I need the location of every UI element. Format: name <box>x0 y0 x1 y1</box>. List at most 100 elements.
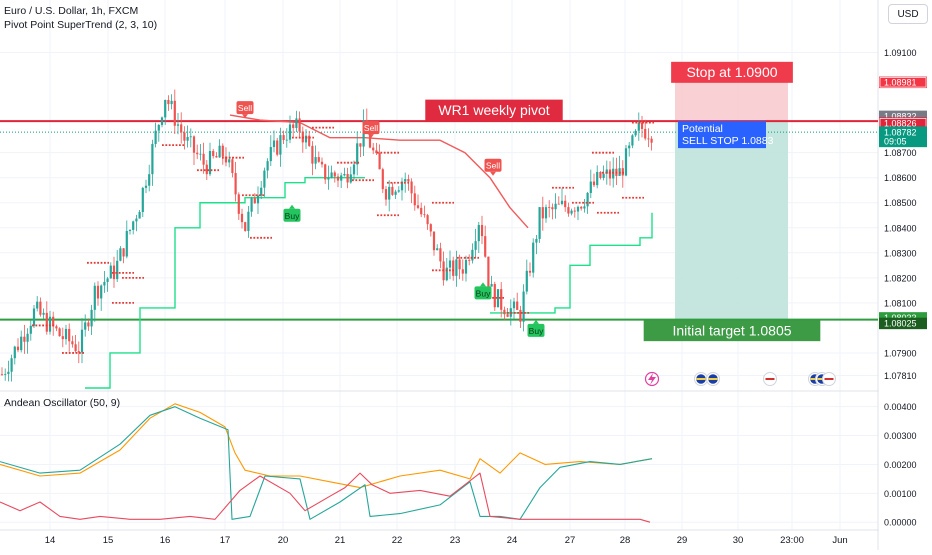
candle-body-191 <box>612 168 615 179</box>
candle-body-108 <box>346 173 349 183</box>
signal-sell-1: Sell <box>362 121 380 139</box>
signal-pointer-4 <box>480 282 486 287</box>
candle-body-86 <box>276 140 279 155</box>
signal-label-1: Sell <box>364 123 378 133</box>
time-tick-3: 17 <box>220 535 231 546</box>
time-tick-9: 27 <box>565 535 576 546</box>
candle-body-137 <box>439 248 442 262</box>
candle-body-63 <box>202 153 205 165</box>
candle-body-123 <box>394 191 397 195</box>
candle-body-12 <box>39 301 42 315</box>
candle-body-18 <box>58 328 61 337</box>
oscillator-pane <box>0 403 653 523</box>
candle-body-62 <box>199 153 202 155</box>
price-axis[interactable]: 1.09100 1.08700 1.08600 1.08500 1.08400 1.083… <box>879 0 932 550</box>
candle-body-128 <box>410 181 413 194</box>
candle-body-83 <box>266 161 269 171</box>
candle-body-124 <box>397 190 400 192</box>
candle-body-188 <box>602 173 605 178</box>
currency-button[interactable]: USD <box>888 4 928 24</box>
target-label: Initial target 1.0805 <box>643 320 821 342</box>
candle-body-165 <box>528 270 532 273</box>
event-icons[interactable] <box>644 371 836 387</box>
candle-body-25 <box>80 329 84 353</box>
candle-body-75 <box>240 213 244 223</box>
candle-body-102 <box>327 177 330 180</box>
target-label-text: Initial target 1.0805 <box>672 323 791 339</box>
candle-body-200 <box>640 122 644 129</box>
time-tick-13: 23:00 <box>780 535 804 546</box>
osc-series-0 <box>0 403 653 489</box>
candle-body-3 <box>10 358 13 372</box>
candle-body-115 <box>368 131 372 148</box>
lightning-bolt <box>648 373 656 385</box>
candle-body-149 <box>477 224 480 242</box>
candle-body-70 <box>224 156 228 163</box>
osc-tick-0: 0.00400 <box>884 402 917 412</box>
candle-body-100 <box>320 161 324 165</box>
candle-body-109 <box>349 174 352 183</box>
stop-label: Stop at 1.0900 <box>671 61 793 83</box>
candle-body-135 <box>432 231 436 251</box>
candle-body-172 <box>551 207 554 210</box>
candle-body-32 <box>103 281 106 286</box>
candle-body-84 <box>269 147 272 162</box>
candle-body-156 <box>500 289 503 310</box>
candle-body-139 <box>445 267 448 281</box>
candle-body-7 <box>23 336 26 342</box>
stop-label-text: Stop at 1.0900 <box>686 64 777 80</box>
candle-body-134 <box>429 224 432 232</box>
candle-body-183 <box>586 192 589 207</box>
candle-body-140 <box>448 260 452 268</box>
resistance-label: WR1 weekly pivot <box>425 99 563 121</box>
signal-sell-2: Sell <box>484 158 502 176</box>
event-us-flag-icon <box>763 372 777 386</box>
candle-body-59 <box>189 136 192 138</box>
candle-body-185 <box>592 181 596 186</box>
candle-body-2 <box>7 371 10 374</box>
candle-body-6 <box>20 336 23 351</box>
candle-body-196 <box>628 145 631 149</box>
target-zone <box>675 121 788 320</box>
resistance-label-bg <box>425 99 563 121</box>
candle-body-72 <box>231 159 234 174</box>
candle-body-154 <box>493 284 496 308</box>
candle-body-164 <box>525 270 528 292</box>
signal-label-3: Buy <box>285 211 300 221</box>
signal-label-5: Buy <box>529 326 544 336</box>
time-axis[interactable]: 14 15 16 17 20 21 22 23 24 27 28 29 30 23:00 Jun <box>45 535 848 546</box>
candle-body-29 <box>93 285 96 310</box>
candle-body-151 <box>484 236 487 257</box>
event-eu-flag-icon-1-stripe <box>696 378 706 380</box>
candle-body-127 <box>407 179 410 182</box>
candle-body-131 <box>420 207 423 215</box>
osc-series-1 <box>0 406 653 520</box>
candle-body-133 <box>426 215 429 225</box>
candle-body-121 <box>388 186 391 200</box>
trade-zones <box>675 82 788 320</box>
price-badge-0: 1.08981 <box>884 78 917 88</box>
price-badge-bg-1 <box>879 110 927 123</box>
candle-body-167 <box>535 238 538 243</box>
price-badge-2: 1.08826 <box>884 118 917 128</box>
candle-body-76 <box>244 222 247 231</box>
candle-body-93 <box>298 118 301 132</box>
candle-body-198 <box>634 130 637 136</box>
signal-box-2 <box>484 158 502 172</box>
candle-body-38 <box>122 248 125 257</box>
candle-body-105 <box>336 176 340 181</box>
candle-body-11 <box>36 301 39 309</box>
candle-body-89 <box>285 139 288 141</box>
candle-body-197 <box>631 135 634 146</box>
candle-body-26 <box>84 322 87 330</box>
axis-bg <box>879 0 932 550</box>
candle-body-20 <box>64 328 68 340</box>
candle-body-158 <box>506 314 509 317</box>
candle-body-168 <box>538 207 541 239</box>
candle-body-98 <box>314 157 317 164</box>
candle-body-48 <box>154 130 157 144</box>
candle-body-39 <box>125 230 128 257</box>
